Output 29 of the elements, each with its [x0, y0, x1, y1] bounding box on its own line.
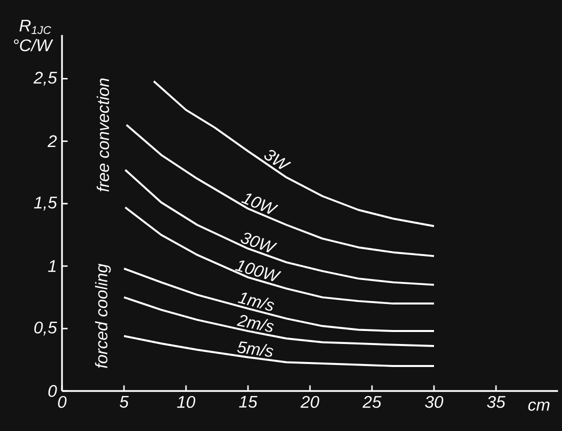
x-tick-label: 10 [177, 396, 196, 408]
x-tick-label: 5 [120, 396, 129, 408]
x-tick-label: 20 [300, 396, 320, 408]
annotation: free convection [96, 78, 110, 192]
x-tick-label: 30 [425, 396, 444, 408]
text: 1m/s [238, 292, 274, 311]
text: 10W [241, 194, 278, 214]
text: 100W [234, 260, 282, 282]
y-tick-label: 2,5 [34, 72, 58, 86]
y-tick-label: 1 [48, 260, 56, 272]
y-tick-label: 1,5 [34, 196, 58, 211]
annotation: forced cooling [95, 264, 111, 368]
line-series [152, 80, 435, 228]
line-series [124, 168, 435, 286]
x-tick-label: 15 [239, 396, 258, 408]
text: 2m/s [236, 314, 274, 332]
line-series [123, 335, 435, 367]
x-tick-label: 0 [58, 396, 67, 408]
text: 5m/s [237, 341, 274, 357]
y-axis-title: R$_{1JC}$ °C/W [14, 20, 54, 52]
text: 30W [240, 232, 278, 252]
x-tick-label: 35 [487, 396, 506, 408]
text: 3W [264, 150, 292, 170]
y-tick-label: 0,5 [34, 322, 58, 336]
y-tick-label: 0 [48, 385, 57, 397]
x-tick-label: 25 [362, 396, 382, 408]
y-tick-label: 2 [48, 135, 57, 148]
x-axis-title: cm [528, 402, 550, 411]
line-series [126, 124, 435, 258]
